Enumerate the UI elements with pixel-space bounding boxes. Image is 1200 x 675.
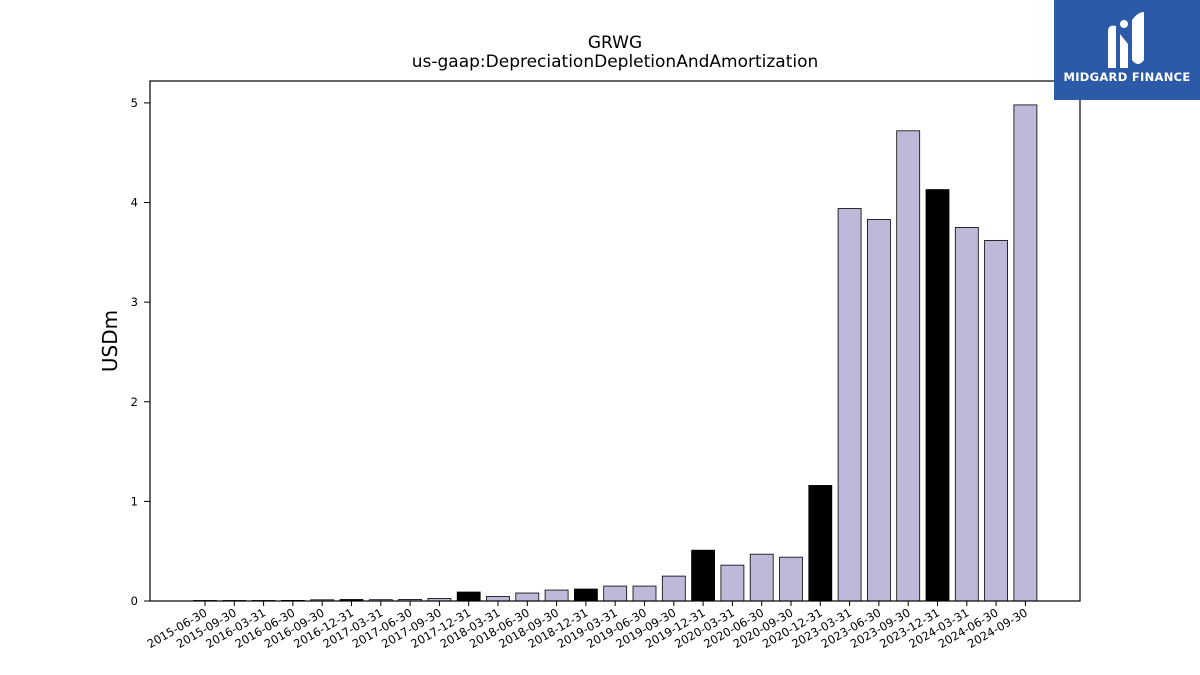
y-tick-label: 3 [131,295,138,309]
midgard-finance-logo: MIDGARD FINANCE [1054,0,1200,100]
bar [456,591,481,602]
bar [691,549,715,602]
plot-frame [149,80,1081,602]
bar [749,553,774,602]
midgard-logo-icon [1108,12,1144,69]
bar [867,219,891,602]
bar [603,585,628,602]
bar [661,575,686,602]
bar [486,596,510,602]
y-tick-label: 4 [131,196,138,210]
y-tick-label: 1 [131,494,138,508]
bar [925,189,950,602]
logo-text: MIDGARD FINANCE [1063,70,1191,84]
bar [808,485,833,602]
bar [1013,104,1038,602]
bar [544,589,569,602]
chart-title: GRWG [587,33,643,53]
bar [515,592,540,602]
bar [837,208,862,602]
bar [574,588,598,602]
bar [984,239,1008,602]
bar [632,585,657,602]
bar [896,130,921,602]
bar [720,564,745,602]
chart-subtitle: us-gaap:DepreciationDepletionAndAmortiza… [411,52,819,72]
y-tick-label: 5 [131,96,138,110]
y-tick-label: 0 [131,594,138,608]
y-tick-label: 2 [131,395,138,409]
bar [954,227,979,602]
y-axis-label: USDm [98,310,122,372]
bar [779,556,803,602]
